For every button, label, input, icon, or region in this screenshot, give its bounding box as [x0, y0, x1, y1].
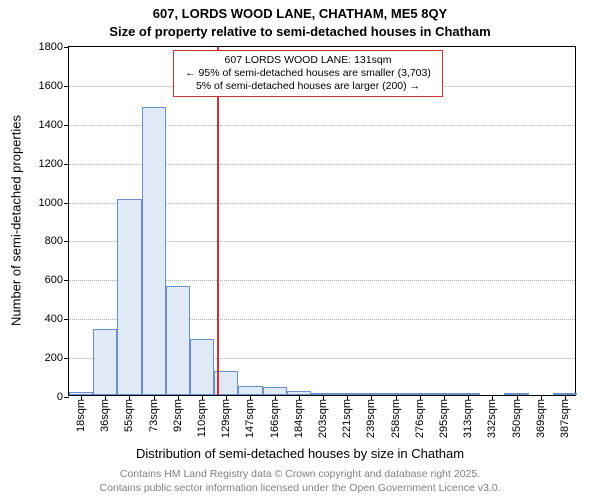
y-axis-label: Number of semi-detached properties: [9, 46, 24, 396]
x-tick-label: 276sqm: [414, 395, 426, 438]
y-tick-mark: [64, 358, 69, 359]
chart-title-main: 607, LORDS WOOD LANE, CHATHAM, ME5 8QY: [0, 6, 600, 21]
x-tick-label: 55sqm: [123, 395, 135, 432]
x-tick-label: 295sqm: [438, 395, 450, 438]
x-tick-label: 147sqm: [244, 395, 256, 438]
highlight-line: [217, 47, 219, 395]
x-tick-label: 313sqm: [462, 395, 474, 438]
x-tick-label: 110sqm: [196, 395, 208, 437]
y-tick-label: 1400: [39, 119, 63, 131]
y-tick-label: 1600: [39, 80, 63, 92]
y-tick-label: 200: [45, 352, 63, 364]
x-tick-label: 129sqm: [220, 395, 232, 438]
annotation-line: 5% of semi-detached houses are larger (2…: [180, 80, 436, 93]
y-tick-label: 600: [45, 274, 63, 286]
x-tick-label: 369sqm: [535, 395, 547, 438]
histogram-bar: [142, 107, 166, 395]
histogram-bar: [190, 339, 214, 395]
x-tick-label: 332sqm: [486, 395, 498, 438]
histogram-bar: [263, 387, 287, 395]
chart-title-sub: Size of property relative to semi-detach…: [0, 24, 600, 39]
plot-area: 02004006008001000120014001600180018sqm36…: [68, 46, 576, 396]
x-tick-label: 221sqm: [341, 395, 353, 438]
x-tick-label: 387sqm: [559, 395, 571, 438]
x-tick-label: 203sqm: [317, 395, 329, 438]
y-tick-mark: [64, 47, 69, 48]
annotation-box: 607 LORDS WOOD LANE: 131sqm← 95% of semi…: [173, 50, 443, 97]
y-tick-label: 800: [45, 235, 63, 247]
y-tick-label: 400: [45, 313, 63, 325]
y-tick-mark: [64, 203, 69, 204]
y-tick-mark: [64, 397, 69, 398]
x-tick-label: 92sqm: [172, 395, 184, 432]
histogram-bar: [166, 286, 190, 395]
x-axis-label: Distribution of semi-detached houses by …: [0, 446, 600, 461]
y-tick-mark: [64, 319, 69, 320]
x-tick-label: 73sqm: [148, 395, 160, 432]
footer-line-2: Contains public sector information licen…: [0, 482, 600, 494]
y-tick-label: 1000: [39, 197, 63, 209]
histogram-bar: [238, 386, 262, 395]
y-tick-label: 0: [57, 391, 63, 403]
y-tick-mark: [64, 86, 69, 87]
footer-line-1: Contains HM Land Registry data © Crown c…: [0, 468, 600, 480]
x-tick-label: 239sqm: [365, 395, 377, 438]
annotation-line: ← 95% of semi-detached houses are smalle…: [180, 67, 436, 80]
y-tick-label: 1200: [39, 158, 63, 170]
y-tick-mark: [64, 125, 69, 126]
histogram-bar: [93, 329, 117, 395]
x-tick-label: 166sqm: [269, 395, 281, 438]
x-tick-label: 258sqm: [390, 395, 402, 438]
histogram-bar: [117, 199, 141, 395]
y-tick-mark: [64, 164, 69, 165]
y-tick-label: 1800: [39, 41, 63, 53]
x-tick-label: 350sqm: [511, 395, 523, 438]
chart-container: 607, LORDS WOOD LANE, CHATHAM, ME5 8QY S…: [0, 0, 600, 500]
annotation-line: 607 LORDS WOOD LANE: 131sqm: [180, 54, 436, 67]
x-tick-label: 18sqm: [75, 395, 87, 432]
y-tick-mark: [64, 241, 69, 242]
x-tick-label: 36sqm: [99, 395, 111, 432]
x-tick-label: 184sqm: [293, 395, 305, 438]
y-tick-mark: [64, 280, 69, 281]
